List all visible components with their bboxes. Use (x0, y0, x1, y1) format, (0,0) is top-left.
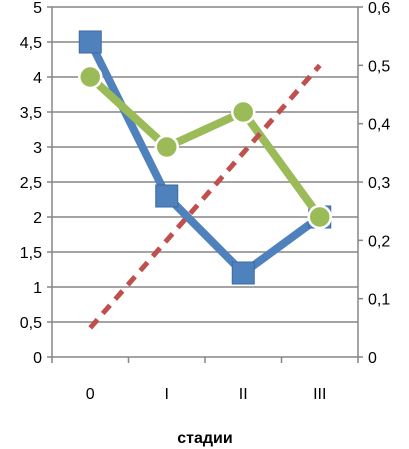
y2-tick-label: 0 (368, 350, 377, 367)
y-tick-label: 2 (33, 210, 42, 227)
y2-tick-label: 0,2 (368, 233, 390, 250)
series-line (86, 38, 324, 277)
y-tick-label: 4 (33, 70, 42, 87)
series-line (86, 73, 324, 221)
y-tick-label: 0,5 (20, 315, 42, 332)
data-point-square (231, 261, 255, 285)
series-line-dashed (88, 63, 322, 330)
y-tick-label: 1 (33, 280, 42, 297)
x-axis-title: стадии (177, 430, 232, 447)
series-layer (78, 30, 332, 330)
y-tick-label: 2,5 (20, 175, 42, 192)
y2-tick-label: 0,4 (368, 117, 390, 134)
data-point-square (155, 184, 179, 208)
grid (52, 6, 358, 323)
data-point-circle (307, 204, 332, 230)
y-tick-label: 3 (33, 140, 42, 157)
y2-tick-label: 0,3 (368, 175, 390, 192)
data-point-square (78, 30, 102, 54)
y-tick-label: 0 (33, 350, 42, 367)
y-tick-label: 4,5 (20, 35, 42, 52)
y-tick-label: 3,5 (20, 105, 42, 122)
labels: 0 0,5 1 1,5 2 2,5 3 3,5 4 4,5 5 0 0,1 0,2 0,3 0,4 0,5 0,6… (20, 0, 391, 403)
series-1 (78, 30, 332, 285)
y-tick-label: 5 (33, 0, 42, 17)
data-point-circle (154, 134, 179, 160)
y2-tick-label: 0,5 (368, 58, 390, 75)
data-point-circle (231, 99, 256, 125)
y2-tick-label: 0,1 (368, 292, 390, 309)
x-tick-label: 0 (86, 386, 95, 403)
x-tick-label: II (239, 386, 248, 403)
axes (47, 6, 363, 363)
y-tick-label: 1,5 (20, 245, 42, 262)
y2-tick-label: 0,6 (368, 0, 390, 17)
x-tick-label: III (313, 386, 326, 403)
data-point-circle (78, 64, 103, 90)
x-tick-label: I (165, 386, 169, 403)
series-2 (78, 64, 332, 230)
series-3 (88, 63, 322, 330)
